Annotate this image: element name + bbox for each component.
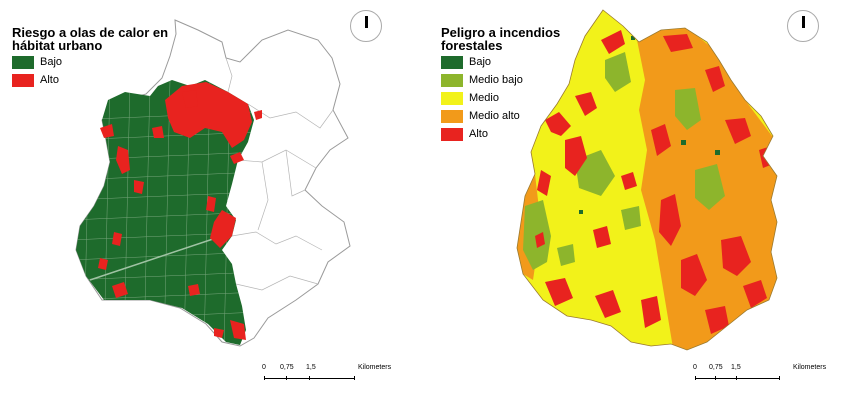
legend-item-medio-bajo: Medio bajo <box>441 72 523 88</box>
scale-tick-label: 0,75 <box>280 364 294 371</box>
scale-tick <box>715 376 716 380</box>
urban-area-low-risk <box>76 80 254 345</box>
legend-item-bajo: Bajo <box>12 54 62 70</box>
municipality-boundary <box>516 9 778 351</box>
legend-item-alto: Alto <box>441 126 523 142</box>
scale-tick <box>354 376 355 380</box>
legend-label: Bajo <box>469 56 492 68</box>
legend-swatch <box>441 127 463 141</box>
scale-tick <box>779 376 780 380</box>
legend-label: Bajo <box>40 56 63 68</box>
scale-tick <box>309 376 310 380</box>
legend-label: Medio alto <box>469 110 520 122</box>
scale-tick <box>695 376 696 380</box>
heat-risk-legend: Bajo Alto <box>12 54 62 90</box>
scale-tick <box>736 376 737 380</box>
legend-label: Alto <box>40 74 59 86</box>
hazard-medio-bajo <box>523 52 725 270</box>
north-arrow-icon <box>350 10 382 42</box>
scale-tick-label: 1,5 <box>731 364 741 371</box>
scale-tick-label: 0,75 <box>709 364 723 371</box>
wildfire-hazard-map <box>516 9 778 351</box>
legend-swatch <box>12 73 34 87</box>
wildfire-hazard-map-panel: Peligro a incendios forestales Bajo Medi… <box>425 0 850 410</box>
legend-item-medio: Medio <box>441 90 523 106</box>
wildfire-map-title: Peligro a incendios forestales <box>441 25 561 53</box>
scale-unit-label: Kilometers <box>793 364 827 371</box>
legend-swatch <box>12 55 34 69</box>
legend-label: Alto <box>469 128 488 140</box>
hazard-raster <box>517 10 777 350</box>
scale-tick <box>286 376 287 380</box>
scale-bar: 0 0,75 1,5 Kilometers <box>262 364 422 384</box>
wildfire-legend: Bajo Medio bajo Medio Medio alto Alto <box>441 54 523 144</box>
north-needle <box>365 16 368 28</box>
scale-tick-label: 0 <box>262 364 266 371</box>
north-needle <box>802 16 805 28</box>
heat-risk-map-title: Riesgo a olas de calor en hábitat urbano <box>12 25 169 53</box>
legend-item-bajo: Bajo <box>441 54 523 70</box>
legend-swatch <box>441 55 463 69</box>
scale-tick-label: 0 <box>693 364 697 371</box>
legend-label: Medio bajo <box>469 74 523 86</box>
heat-risk-map <box>75 19 351 347</box>
legend-swatch <box>441 73 463 87</box>
neighborhood-lines <box>225 57 334 291</box>
legend-swatch <box>441 109 463 123</box>
legend-swatch <box>441 91 463 105</box>
scale-tick-label: 1,5 <box>306 364 316 371</box>
urban-area-high-risk <box>98 82 262 340</box>
scale-unit-label: Kilometers <box>358 364 392 371</box>
heat-risk-map-panel: Riesgo a olas de calor en hábitat urbano… <box>12 10 422 384</box>
legend-label: Medio <box>469 92 499 104</box>
north-arrow-icon <box>787 10 819 42</box>
scale-bar: 0 0,75 1,5 Kilometers <box>693 364 843 384</box>
scale-tick <box>264 376 265 380</box>
legend-item-alto: Alto <box>12 72 62 88</box>
legend-item-medio-alto: Medio alto <box>441 108 523 124</box>
scale-line <box>695 378 779 379</box>
